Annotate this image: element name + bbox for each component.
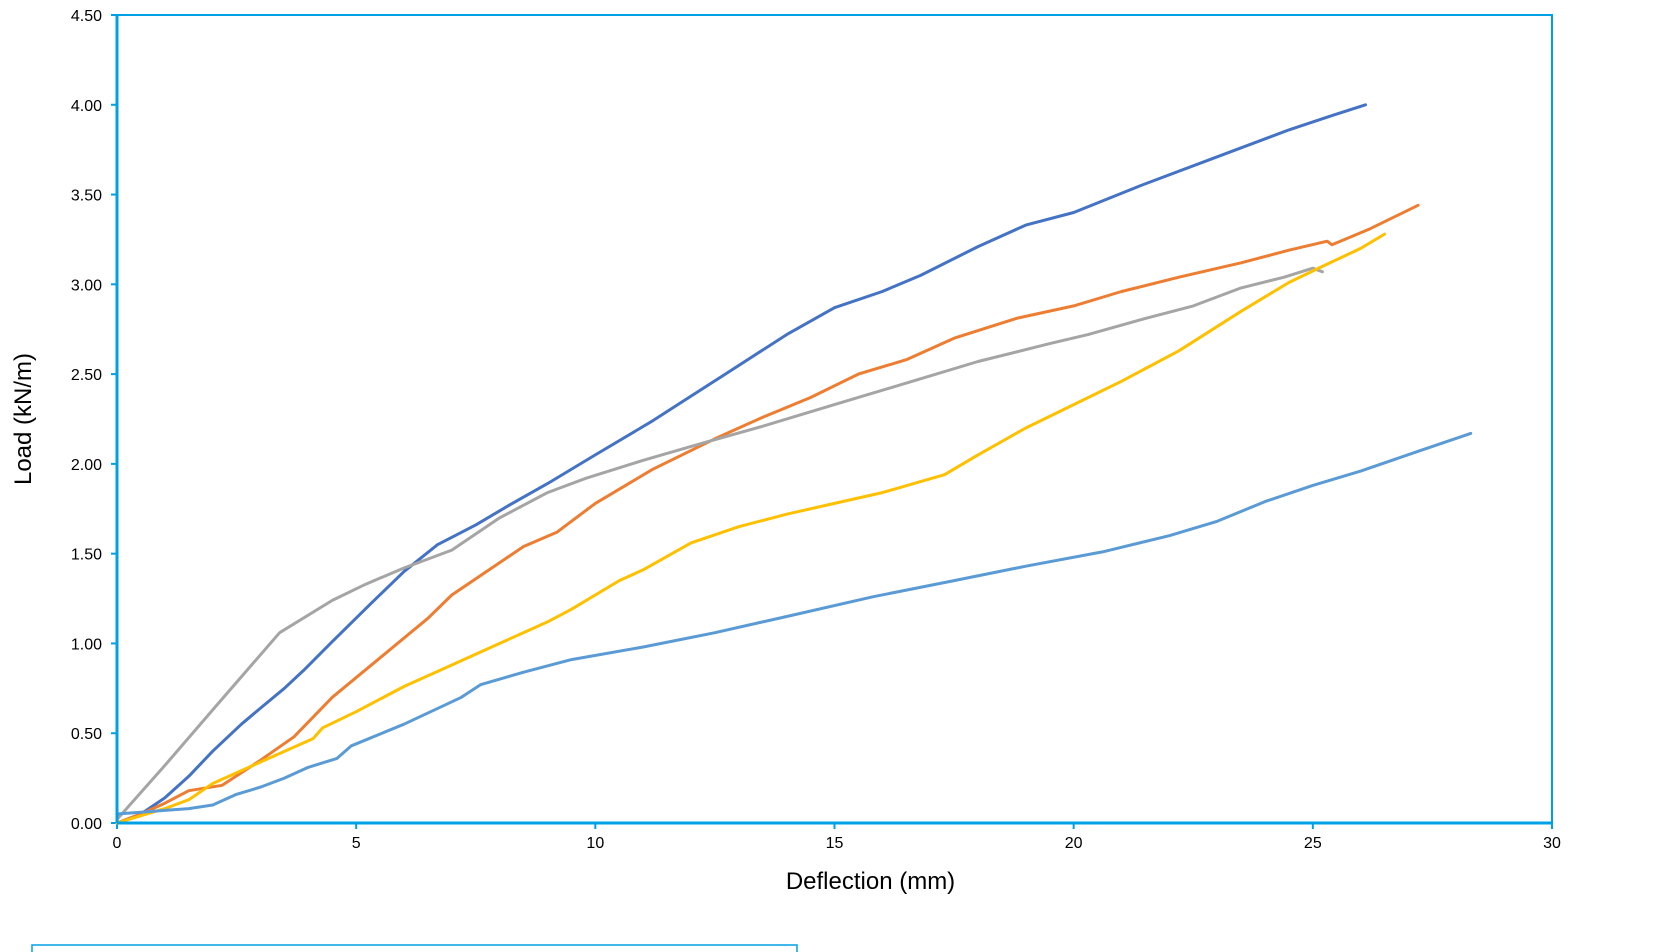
series-line-5 — [115, 431, 1473, 816]
y-tick-label: 1.00 — [71, 636, 102, 653]
x-tick-label: 0 — [113, 835, 122, 852]
y-tick-label: 0.50 — [71, 726, 102, 743]
x-tick-label: 10 — [586, 835, 604, 852]
y-axis-ticks: 0.00 0.50 1.00 1.50 2.00 2.50 3.00 3.50 4.00 4.50 — [71, 8, 117, 833]
y-tick-label: 2.50 — [71, 367, 102, 384]
y-tick-label: 2.00 — [71, 457, 102, 474]
y-axis-title: Load (kN/m) — [10, 353, 37, 485]
y-tick-label: 3.00 — [71, 277, 102, 294]
y-tick-label: 3.50 — [71, 188, 102, 205]
x-axis-ticks: 0 5 10 15 20 25 30 — [113, 823, 1561, 852]
series-line-2 — [115, 203, 1420, 825]
y-tick-label: 4.50 — [71, 8, 102, 25]
x-tick-label: 5 — [352, 835, 361, 852]
x-tick-label: 15 — [826, 835, 844, 852]
series-layer — [115, 103, 1473, 825]
x-tick-label: 25 — [1304, 835, 1322, 852]
series-line-1 — [115, 103, 1367, 825]
x-tick-label: 20 — [1065, 835, 1083, 852]
x-axis-title: Deflection (mm) — [786, 868, 955, 895]
bottom-strip — [31, 944, 798, 952]
y-tick-label: 1.50 — [71, 547, 102, 564]
series-line-3 — [115, 266, 1324, 821]
x-tick-label: 30 — [1543, 835, 1561, 852]
y-tick-label: 4.00 — [71, 98, 102, 115]
plot-frame — [116, 14, 1553, 824]
y-tick-label: 0.00 — [71, 816, 102, 833]
series-line-4 — [115, 232, 1387, 825]
